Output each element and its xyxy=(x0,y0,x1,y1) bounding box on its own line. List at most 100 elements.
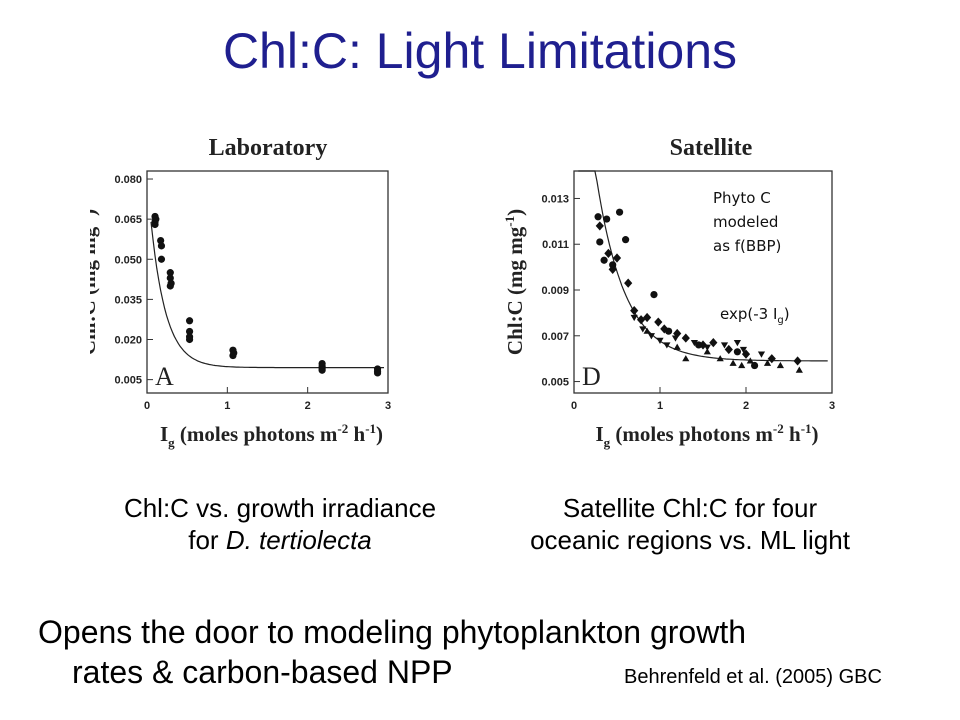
data-point xyxy=(152,215,160,223)
data-point xyxy=(733,340,741,347)
data-point xyxy=(615,208,624,216)
annotation-exp-fit: exp(-3 Ig) xyxy=(720,302,790,333)
annotation-line: as f(BBP) xyxy=(713,237,782,255)
y-tick-label: 0.007 xyxy=(541,331,569,343)
data-point xyxy=(318,366,326,374)
data-point xyxy=(185,335,194,344)
caption-satellite: Satellite Chl:C for four oceanic regions… xyxy=(480,492,900,556)
data-point xyxy=(663,342,671,349)
slide-title: Chl:C: Light Limitations xyxy=(222,23,738,79)
plot-area: 0 1 2 3 0.005 0.020 0.035 0.050 0.065 0.080 A Chl:C… xyxy=(90,170,391,450)
data-point xyxy=(166,274,174,282)
data-point xyxy=(690,340,698,347)
citation: Behrenfeld et al. (2005) GBC xyxy=(624,666,882,688)
data-point xyxy=(157,242,166,250)
data-point xyxy=(738,361,746,369)
data-point xyxy=(650,290,658,299)
plot-area: 0 1 2 3 0.005 0.007 0.009 0.011 0.013 D Chl:C (mg … xyxy=(502,170,835,450)
caption-prefix: for xyxy=(188,525,226,555)
data-point xyxy=(230,349,238,357)
data-point xyxy=(793,356,802,366)
annotation-line: Phyto C xyxy=(713,189,771,207)
data-point xyxy=(630,314,638,322)
data-point xyxy=(647,333,655,340)
data-point xyxy=(157,236,165,245)
data-point xyxy=(151,220,159,229)
annotation-line: modeled xyxy=(713,213,779,231)
chart-title: Satellite xyxy=(670,135,753,161)
data-point xyxy=(624,278,633,288)
data-point xyxy=(720,342,729,349)
data-point xyxy=(739,346,748,354)
data-point xyxy=(594,213,602,221)
y-tick-label: 0.080 xyxy=(114,174,142,186)
x-tick-label: 0 xyxy=(144,400,150,412)
y-tick-label: 0.050 xyxy=(114,254,142,266)
y-axis-label: Chl:C (mg mg-1) xyxy=(502,209,527,355)
data-point xyxy=(673,343,681,350)
data-point xyxy=(373,369,382,377)
x-axis-label: Ig (moles photons m-2 h-1) xyxy=(595,421,818,450)
data-point xyxy=(767,354,776,364)
data-point xyxy=(709,338,718,348)
y-tick-label: 0.011 xyxy=(542,239,569,251)
data-point xyxy=(724,344,733,355)
bottom-statement: Opens the door to modeling phytoplankton… xyxy=(38,612,746,692)
data-point xyxy=(757,351,766,358)
caption-line-2: for D. tertiolecta xyxy=(70,524,490,556)
data-point xyxy=(600,256,608,264)
chart-title: Laboratory xyxy=(209,135,328,161)
y-tick-label: 0.020 xyxy=(114,335,142,347)
data-point xyxy=(654,317,663,327)
data-point xyxy=(733,348,741,356)
x-tick-label: 3 xyxy=(829,400,835,412)
plot-frame xyxy=(146,170,389,394)
data-point xyxy=(695,341,703,349)
data-point xyxy=(763,359,772,366)
data-point xyxy=(622,236,630,244)
y-tick-label: 0.013 xyxy=(541,193,569,205)
fit-curve xyxy=(578,170,828,362)
annotation-exp-close: ) xyxy=(783,305,790,323)
data-point xyxy=(596,238,604,246)
plot-frame xyxy=(573,170,833,394)
annotation-exp-subscript: g xyxy=(777,315,784,326)
data-point xyxy=(185,327,194,336)
bottom-line-2: rates & carbon-based NPP xyxy=(72,654,453,690)
x-tick-label: 1 xyxy=(224,400,230,412)
panel-letter: A xyxy=(155,362,174,391)
annotation-exp-text: exp(-3 I xyxy=(720,305,778,323)
data-point xyxy=(166,269,174,277)
chart-satellite: Satellite 0 1 2 3 0.005 0.007 0.009 0.011 0.013 D… xyxy=(502,135,835,450)
x-tick-label: 0 xyxy=(571,400,577,412)
data-point xyxy=(776,361,784,369)
chart-laboratory: Laboratory 0 1 2 3 0.005 0.020 0.035 0.050 0.065… xyxy=(90,135,391,450)
y-tick-label: 0.005 xyxy=(114,375,142,387)
data-point xyxy=(656,337,664,344)
caption-laboratory: Chl:C vs. growth irradiance for D. terti… xyxy=(70,492,490,556)
data-point xyxy=(681,333,690,343)
data-point xyxy=(746,357,754,364)
caption-line-1: Chl:C vs. growth irradiance xyxy=(123,493,437,523)
data-point xyxy=(639,326,647,333)
annotation-phyto-c: Phyto C modeled as f(BBP) xyxy=(713,186,833,258)
data-point xyxy=(167,279,175,287)
x-axis-label: Ig (moles photons m-2 h-1) xyxy=(160,421,383,450)
x-tick-label: 1 xyxy=(657,400,663,412)
y-tick-label: 0.065 xyxy=(114,214,142,226)
caption-species: D. tertiolecta xyxy=(225,525,372,555)
caption-line-1: Satellite Chl:C for four xyxy=(562,493,818,523)
panel-letter: D xyxy=(582,362,601,391)
data-point xyxy=(729,359,737,366)
data-point xyxy=(703,344,711,351)
data-point xyxy=(603,215,611,223)
data-point xyxy=(716,355,724,362)
x-tick-label: 2 xyxy=(743,400,749,412)
x-tick-label: 3 xyxy=(385,400,391,412)
data-point xyxy=(643,327,651,334)
data-point xyxy=(595,221,604,231)
caption-line-2: oceanic regions vs. ML light xyxy=(530,525,850,555)
fit-curve xyxy=(150,221,384,369)
y-tick-label: 0.009 xyxy=(541,285,569,297)
y-axis-label: Chl:C (mg mg-1) xyxy=(90,209,100,355)
